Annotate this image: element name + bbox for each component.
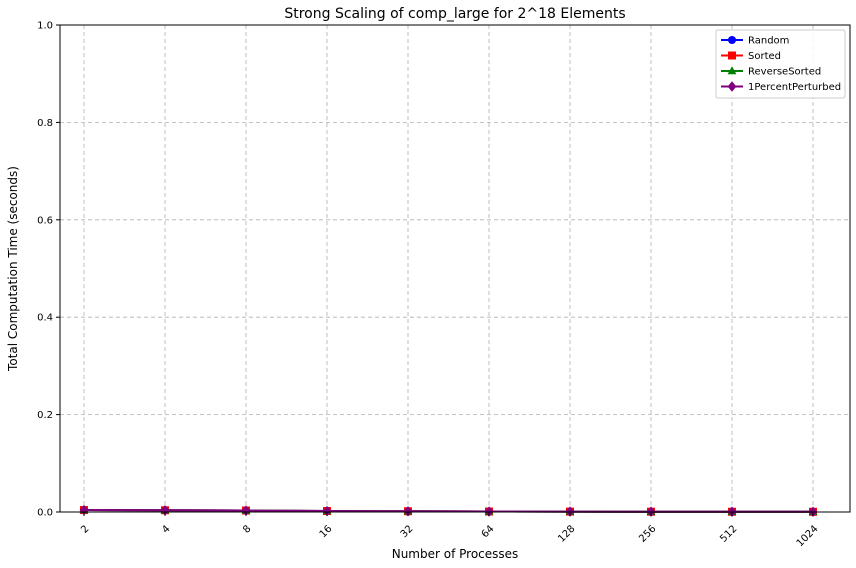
- x-tick-label: 1024: [795, 523, 821, 549]
- plot-frame: [59, 24, 851, 513]
- data-point: [322, 505, 332, 517]
- x-tick-label: 8: [241, 523, 253, 535]
- legend-label: 1PercentPerturbed: [748, 82, 841, 93]
- legend: Random Sorted ReverseSorted 1PercentPerturb…: [715, 29, 846, 99]
- y-axis-title: Total Computation Time (seconds): [6, 166, 20, 372]
- legend-label: Sorted: [748, 51, 781, 62]
- y-tick-label: 0.6: [37, 215, 53, 226]
- x-tick-label: 16: [318, 523, 335, 540]
- legend-marker: [727, 66, 737, 75]
- data-point: [241, 505, 251, 516]
- y-tick-label: 0.8: [37, 118, 53, 129]
- legend-marker: [728, 36, 736, 44]
- y-tick-label: 0.2: [37, 410, 53, 421]
- ticks: 2 4 8 16 32 64 128 256 512 1024 0.0 0.2 0.4 0.6 0.8 1.0: [37, 21, 820, 550]
- series-1percentperturbed: [79, 504, 818, 518]
- legend-item: 1PercentPerturbed: [721, 81, 841, 93]
- legend-box: [715, 29, 846, 99]
- data-point: [79, 504, 89, 516]
- legend-label: ReverseSorted: [748, 67, 821, 78]
- legend-item: ReverseSorted: [721, 66, 821, 78]
- y-tick-label: 0.4: [37, 313, 53, 324]
- data-point: [403, 506, 413, 517]
- x-tick-label: 64: [480, 523, 497, 540]
- chart-title: Strong Scaling of comp_large for 2^18 El…: [284, 6, 625, 22]
- legend-marker: [728, 51, 736, 60]
- x-tick-label: 2: [79, 523, 91, 535]
- x-tick-label: 32: [399, 523, 416, 540]
- x-axis-title: Number of Processes: [392, 547, 519, 561]
- legend-label: Random: [748, 36, 789, 47]
- legend-item: Random: [721, 36, 789, 47]
- legend-item: Sorted: [721, 51, 781, 62]
- x-tick-label: 512: [718, 523, 739, 544]
- x-tick-label: 256: [637, 523, 658, 544]
- x-tick-label: 4: [160, 523, 172, 535]
- y-tick-label: 0.0: [37, 508, 53, 519]
- legend-marker: [727, 81, 737, 92]
- x-tick-label: 128: [556, 523, 577, 544]
- data-point: [160, 505, 170, 516]
- series-layer: [79, 504, 818, 518]
- y-tick-label: 1.0: [37, 21, 53, 32]
